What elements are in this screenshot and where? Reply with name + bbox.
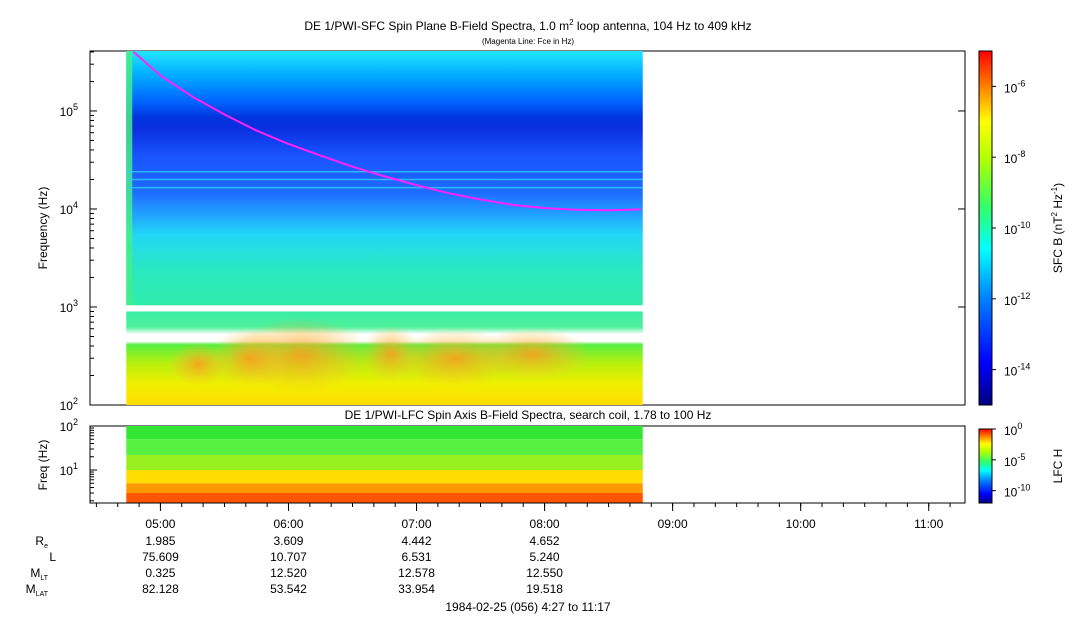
ephemeris-row-label: Re: [35, 534, 48, 550]
ephemeris-row-label: L: [49, 550, 56, 564]
ephemeris-value: 75.609: [142, 550, 179, 564]
lfc-cb-tick-label: 10-10: [1004, 483, 1030, 500]
ephemeris-value: 3.609: [273, 534, 303, 548]
fce-magenta-line: [132, 51, 641, 212]
lfc-colorbar-label: LFC H: [1051, 449, 1065, 484]
x-tick-label: 06:00: [273, 517, 303, 531]
ephemeris-value: 12.520: [270, 566, 307, 580]
bottom-panel-title: DE 1/PWI-LFC Spin Axis B-Field Spectra, …: [345, 408, 712, 422]
x-tick-label: 10:00: [786, 517, 816, 531]
lfc-y-tick-label: 101: [60, 461, 78, 478]
ephemeris-value: 19.518: [526, 582, 563, 596]
ephemeris-value: 4.652: [530, 534, 560, 548]
lfc-band: [126, 483, 643, 494]
ephemeris-value: 1.985: [145, 534, 175, 548]
sfc-colorbar: 10-14 10-12 10-10 10-8 10-6 SFC B (nT2 Hz-1): [978, 50, 1065, 406]
lfc-band: [126, 426, 643, 440]
lfc-band: [126, 493, 643, 503]
top-panel-title: DE 1/PWI-SFC Spin Plane B-Field Spectra,…: [304, 18, 751, 33]
x-tick-label: 07:00: [402, 517, 432, 531]
x-axis: 05:00 06:00 07:00 08:00 09:00 10:00 11:00: [95, 503, 951, 531]
ephemeris-value: 5.240: [530, 550, 560, 564]
sfc-y-axis: 102 103 104 105: [60, 51, 965, 413]
ephemeris-value: 33.954: [398, 582, 435, 596]
ephemeris-value: 82.128: [142, 582, 179, 596]
ephemeris-value: 4.442: [402, 534, 432, 548]
lfc-band: [126, 454, 643, 471]
ephemeris-value: 53.542: [270, 582, 307, 596]
sfc-colorbar-bar: [978, 50, 993, 406]
lfc-band: [126, 439, 643, 455]
sfc-colorbar-label: SFC B (nT2 Hz-1): [1050, 183, 1065, 273]
lfc-y-tick-label: 102: [60, 417, 78, 434]
lfc-band: [126, 470, 643, 484]
sfc-panel: 102 103 104 105 Frequency (Hz): [36, 50, 966, 413]
lfc-y-label: Freq (Hz): [36, 440, 50, 491]
sfc-cb-tick-label: 10-6: [1004, 78, 1025, 95]
sfc-y-label: Frequency (Hz): [36, 187, 50, 270]
ephemeris-value: 0.325: [145, 566, 175, 580]
sfc-y-tick-label: 102: [60, 396, 78, 413]
lfc-cb-tick-label: 100: [1004, 421, 1022, 438]
lfc-spectrogram: [126, 426, 643, 503]
sfc-emission: [168, 342, 229, 387]
sfc-cb-tick-label: 10-8: [1004, 149, 1025, 166]
ephemeris-value: 12.578: [398, 566, 435, 580]
lfc-panel: 101 102 Freq (Hz): [36, 417, 966, 504]
sfc-data-gap: [125, 305, 644, 312]
ephemeris-value: 10.707: [270, 550, 307, 564]
lfc-colorbar-bar: [978, 428, 993, 504]
lfc-y-axis: 101 102: [60, 417, 97, 502]
sfc-spectrogram: [125, 51, 644, 405]
sfc-colorbar-ticks: 10-14 10-12 10-10 10-8 10-6: [992, 78, 1030, 379]
sfc-y-tick-label: 104: [60, 200, 78, 217]
sfc-y-tick-label: 103: [60, 298, 78, 315]
lfc-colorbar-ticks: 10-10 10-5 100: [992, 421, 1030, 500]
top-panel-subtitle: (Magenta Line: Fce in Hz): [482, 37, 574, 46]
sfc-emission: [471, 328, 592, 381]
x-tick-label: 05:00: [145, 517, 175, 531]
ephemeris-row-label: MLAT: [26, 582, 49, 598]
x-tick-label: 09:00: [658, 517, 688, 531]
x-tick-label: 11:00: [914, 517, 943, 531]
footer-time-range: 1984-02-25 (056) 4:27 to 11:17: [445, 600, 611, 614]
x-tick-label: 08:00: [530, 517, 560, 531]
sfc-emission: [210, 328, 291, 389]
ephemeris-value: 6.531: [402, 550, 432, 564]
sfc-cb-tick-label: 10-14: [1004, 362, 1030, 379]
ephemeris-table: Re 1.985 3.609 4.442 4.652 L 75.609 10.707 6.531…: [26, 534, 564, 598]
sfc-cb-tick-label: 10-12: [1004, 291, 1030, 308]
lfc-cb-tick-label: 10-5: [1004, 452, 1025, 469]
sfc-y-tick-label: 105: [60, 102, 78, 119]
lfc-colorbar: 10-10 10-5 100 LFC H: [978, 421, 1065, 504]
ephemeris-row-label: MLT: [30, 566, 48, 582]
ephemeris-value: 12.550: [526, 566, 563, 580]
sfc-cb-tick-label: 10-10: [1004, 220, 1030, 237]
